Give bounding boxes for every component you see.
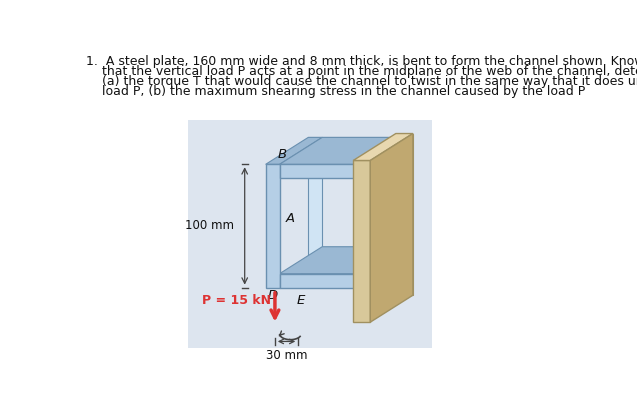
Polygon shape — [355, 247, 397, 287]
Text: load P, (b) the maximum shearing stress in the channel caused by the load P: load P, (b) the maximum shearing stress … — [86, 85, 585, 98]
Text: A: A — [286, 212, 295, 225]
Text: (a) the torque T that would cause the channel to twist in the same way that it d: (a) the torque T that would cause the ch… — [86, 75, 637, 88]
Polygon shape — [280, 247, 397, 274]
Polygon shape — [322, 138, 397, 151]
Text: B: B — [278, 148, 287, 161]
Polygon shape — [353, 133, 413, 160]
Text: 30 mm: 30 mm — [266, 349, 307, 362]
Polygon shape — [280, 164, 355, 178]
Polygon shape — [266, 164, 280, 287]
Polygon shape — [308, 138, 322, 260]
Text: 1.  A steel plate, 160 mm wide and 8 mm thick, is bent to form the channel shown: 1. A steel plate, 160 mm wide and 8 mm t… — [86, 55, 637, 68]
Polygon shape — [353, 160, 370, 322]
Text: that the vertical load P acts at a point in the midplane of the web of the chann: that the vertical load P acts at a point… — [86, 65, 637, 78]
Polygon shape — [355, 138, 397, 178]
Polygon shape — [266, 138, 322, 164]
Text: 100 mm: 100 mm — [185, 219, 234, 232]
Polygon shape — [370, 133, 413, 322]
Polygon shape — [280, 138, 397, 164]
Polygon shape — [280, 260, 397, 287]
Text: D: D — [268, 289, 278, 302]
Polygon shape — [396, 133, 413, 295]
Text: E: E — [297, 294, 305, 307]
Bar — [188, 120, 433, 348]
Text: P = 15 kN: P = 15 kN — [202, 294, 271, 307]
Polygon shape — [322, 247, 397, 260]
Polygon shape — [280, 274, 355, 287]
